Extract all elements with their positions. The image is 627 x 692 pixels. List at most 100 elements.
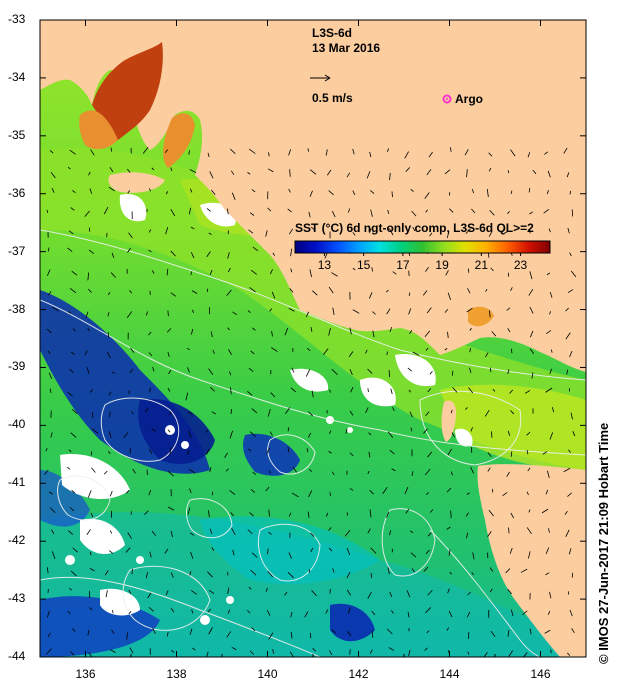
velocity-arrow [148, 352, 153, 357]
velocity-arrow [209, 386, 215, 392]
velocity-arrow [191, 290, 198, 294]
velocity-arrow [311, 590, 317, 597]
velocity-arrow [550, 349, 553, 353]
velocity-arrow [448, 610, 453, 618]
lat-tick-label: -39 [8, 359, 26, 374]
velocity-arrow [570, 270, 577, 278]
velocity-arrow [127, 532, 132, 539]
velocity-arrow [509, 547, 513, 554]
velocity-arrow [227, 327, 230, 331]
velocity-arrow [305, 311, 310, 318]
velocity-arrow [466, 307, 473, 313]
velocity-arrow [387, 431, 394, 438]
colorbar-tick-label: 21 [474, 258, 489, 272]
velocity-arrow [188, 207, 191, 215]
velocity-arrow [230, 512, 234, 517]
velocity-arrow [392, 271, 397, 275]
velocity-arrow [225, 468, 229, 472]
velocity-arrow [151, 167, 155, 171]
velocity-arrow [110, 147, 113, 152]
velocity-arrow [287, 572, 294, 579]
velocity-arrow [248, 367, 254, 372]
lat-tick-label: -43 [8, 591, 26, 606]
velocity-arrow [546, 330, 552, 335]
velocity-arrow [267, 168, 274, 173]
velocity-arrow [126, 489, 130, 494]
velocity-arrow [90, 451, 93, 456]
velocity-arrow [85, 311, 89, 318]
velocity-arrow [290, 268, 293, 273]
velocity-arrow [208, 232, 212, 235]
velocity-arrow [289, 651, 294, 657]
velocity-arrow [45, 447, 48, 452]
velocity-arrow [71, 489, 76, 494]
lon-tick-label: 142 [348, 667, 369, 681]
velocity-arrow [367, 368, 373, 374]
velocity-arrow [444, 348, 448, 351]
velocity-arrow [423, 428, 428, 434]
lat-tick-label: -33 [8, 12, 26, 26]
velocity-arrow [289, 169, 291, 177]
velocity-arrow [227, 587, 230, 595]
velocity-arrow [111, 629, 115, 634]
velocity-arrow [46, 567, 49, 574]
velocity-arrow [565, 529, 570, 537]
velocity-arrow [89, 551, 92, 556]
velocity-arrow [369, 509, 372, 518]
velocity-arrow [46, 209, 49, 213]
velocity-arrow [352, 267, 356, 271]
velocity-arrow [187, 507, 191, 515]
velocity-arrow [271, 330, 273, 337]
velocity-arrow [349, 410, 354, 416]
velocity-arrow [149, 188, 151, 192]
velocity-arrow [46, 269, 51, 276]
velocity-arrow [103, 470, 108, 475]
velocity-arrow [89, 389, 94, 393]
velocity-arrow [87, 490, 92, 498]
velocity-arrow [288, 228, 294, 235]
velocity-arrow [68, 530, 74, 535]
velocity-arrow [449, 571, 452, 575]
velocity-arrow [572, 431, 576, 437]
velocity-arrow [207, 152, 210, 158]
velocity-arrow [107, 332, 110, 338]
velocity-arrow [427, 532, 432, 537]
velocity-arrow [507, 170, 510, 174]
velocity-arrow [67, 247, 73, 252]
velocity-arrow [49, 150, 54, 154]
velocity-arrow [246, 610, 251, 614]
velocity-arrow [230, 148, 236, 155]
velocity-arrow [289, 288, 294, 293]
velocity-arrow [548, 228, 551, 233]
velocity-arrow [152, 627, 156, 634]
velocity-arrow [88, 288, 92, 293]
velocity-arrow [170, 649, 175, 653]
velocity-arrow [290, 248, 293, 257]
velocity-arrow [227, 609, 231, 614]
velocity-arrow [471, 572, 474, 576]
velocity-arrow [352, 309, 360, 314]
velocity-arrow [67, 166, 71, 170]
scale-arrow [310, 74, 331, 82]
velocity-arrow [507, 630, 510, 637]
velocity-arrow [328, 286, 334, 294]
velocity-arrow [449, 147, 452, 152]
velocity-arrow [309, 469, 312, 472]
velocity-arrow [488, 152, 493, 157]
velocity-arrow [528, 551, 531, 559]
velocity-arrow [567, 289, 574, 294]
velocity-arrow [483, 652, 488, 657]
velocity-arrow [106, 351, 111, 359]
velocity-arrow [251, 627, 256, 632]
velocity-arrow [408, 649, 411, 656]
velocity-arrow [404, 486, 409, 495]
velocity-arrow [270, 392, 276, 398]
velocity-arrow [190, 252, 195, 259]
velocity-arrow [247, 171, 251, 175]
velocity-arrow [142, 147, 149, 154]
velocity-arrow [189, 488, 192, 494]
velocity-arrow [68, 230, 74, 235]
velocity-arrow [545, 547, 550, 554]
velocity-arrow [111, 252, 115, 259]
velocity-arrow [329, 492, 331, 497]
